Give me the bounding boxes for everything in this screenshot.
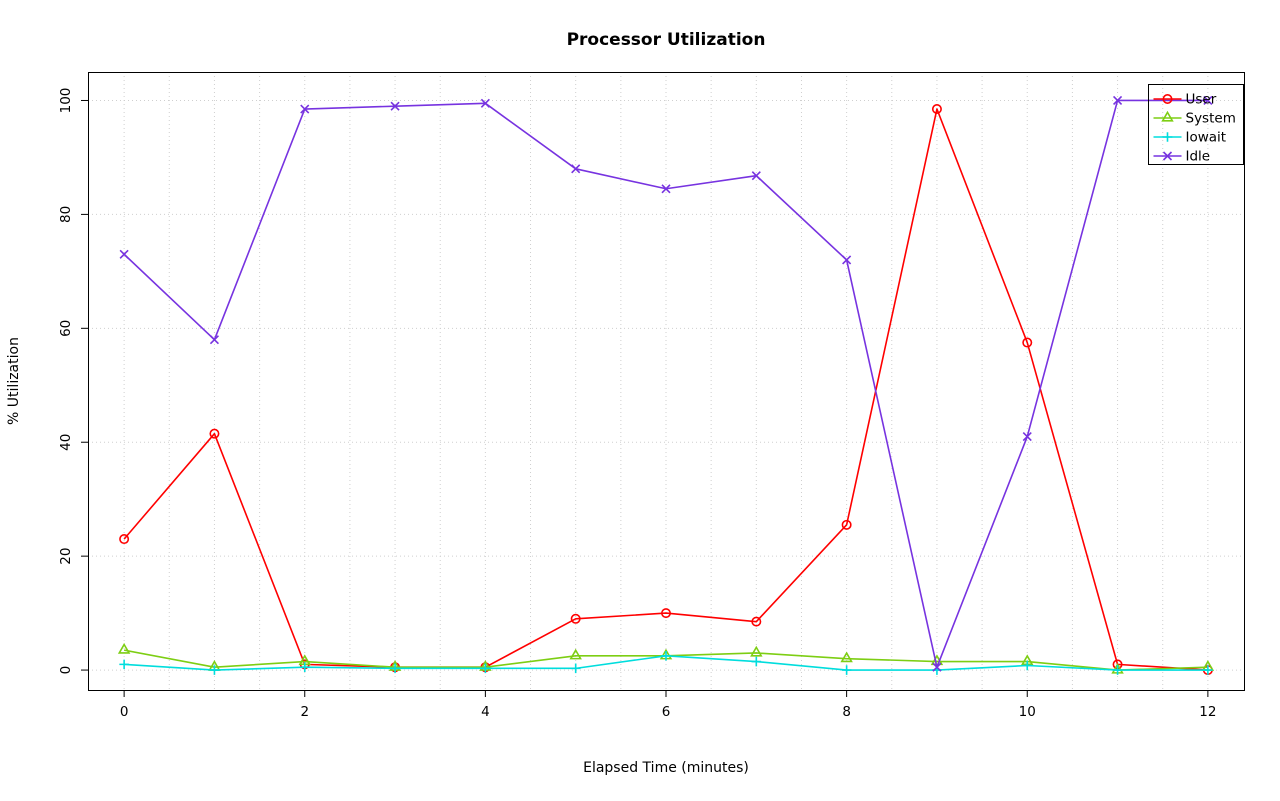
series-marker-iowait: [1112, 665, 1123, 675]
series-marker-user: [751, 616, 762, 627]
y-axis-label: % Utilization: [6, 337, 22, 425]
series-marker-iowait: [480, 663, 491, 674]
legend-label-user: User: [1186, 92, 1217, 108]
series-marker-idle: [571, 164, 581, 174]
series-marker-idle: [842, 255, 852, 265]
series-marker-iowait: [390, 663, 400, 674]
legend-label-idle: Idle: [1186, 149, 1211, 165]
series-marker-system: [569, 648, 582, 660]
series-marker-iowait: [1203, 665, 1213, 675]
series-marker-idle: [932, 662, 942, 672]
series-marker-iowait: [209, 665, 220, 675]
legend-marker-iowait: [1162, 132, 1173, 142]
series-marker-idle: [300, 104, 310, 114]
x-tick-label: 8: [842, 704, 851, 720]
series-marker-user: [931, 104, 942, 115]
series-marker-idle: [119, 249, 129, 259]
series-marker-user: [660, 608, 671, 619]
series-marker-user: [209, 428, 220, 439]
legend-label-iowait: Iowait: [1186, 130, 1227, 146]
series-line-user: [123, 108, 1208, 671]
series-marker-iowait: [299, 662, 310, 673]
series-marker-idle: [661, 184, 671, 194]
series-marker-iowait: [1022, 660, 1033, 671]
x-tick-label: 6: [662, 704, 671, 720]
x-tick-label: 10: [1019, 704, 1036, 720]
plot-border: [88, 72, 1245, 691]
series-marker-idle: [480, 98, 490, 108]
series-marker-idle: [209, 335, 220, 345]
series-marker-iowait: [570, 663, 581, 674]
x-tick-label: 12: [1199, 704, 1216, 720]
series-marker-user: [570, 613, 581, 624]
legend-marker-user: [1162, 94, 1173, 105]
series-marker-iowait: [119, 659, 129, 670]
series-marker-user: [841, 519, 852, 530]
legend-box: [1148, 84, 1244, 165]
series-line-idle: [123, 99, 1208, 669]
series-marker-iowait: [661, 651, 671, 661]
series-marker-idle: [751, 171, 761, 181]
y-tick-label: 100: [58, 88, 74, 114]
series-marker-user: [119, 534, 130, 545]
series-marker-system: [117, 642, 131, 654]
series-marker-idle: [1203, 95, 1213, 106]
x-tick-label: 2: [300, 704, 309, 720]
y-tick-label: 40: [58, 434, 74, 451]
y-tick-label: 60: [58, 320, 74, 337]
series-marker-system: [840, 651, 853, 663]
series-marker-iowait: [841, 665, 852, 675]
legend-marker-system: [1161, 110, 1174, 122]
series-marker-idle: [390, 101, 400, 111]
series-marker-idle: [1022, 431, 1032, 442]
y-tick-label: 0: [58, 666, 74, 675]
series-marker-iowait: [751, 656, 762, 667]
x-axis-label: Elapsed Time (minutes): [583, 760, 749, 776]
chart-title: Processor Utilization: [566, 30, 766, 50]
legend-marker-idle: [1162, 151, 1173, 161]
legend-label-system: System: [1186, 111, 1236, 127]
x-tick-label: 0: [120, 704, 129, 720]
x-tick-label: 4: [481, 704, 490, 720]
series-marker-system: [750, 645, 763, 657]
series-marker-user: [1022, 337, 1033, 348]
y-tick-label: 80: [58, 206, 74, 223]
series-marker-idle: [1112, 95, 1123, 106]
y-tick-label: 20: [58, 548, 74, 565]
